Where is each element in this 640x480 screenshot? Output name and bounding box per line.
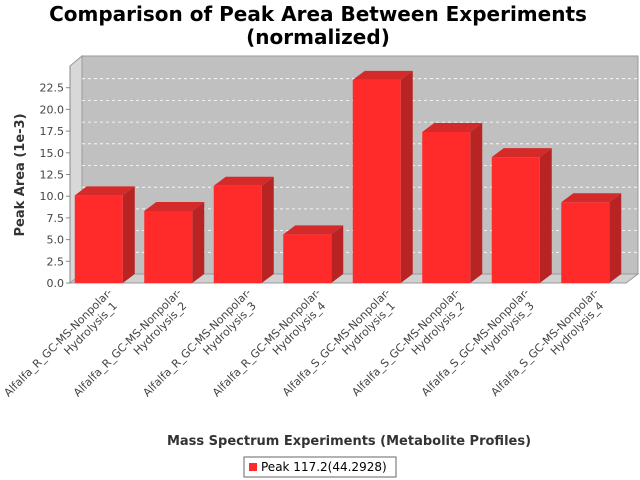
bar-side [331, 225, 344, 283]
y-tick-label: 7.5 [47, 212, 65, 225]
bar-side [122, 186, 135, 283]
y-tick-label: 12.5 [40, 169, 65, 182]
chart-title: Comparison of Peak Area Between Experime… [49, 2, 587, 49]
bar [561, 193, 622, 283]
x-axis: Alfalfa_R_GC-MS-Nonpolar-Hydrolysis_1Alf… [1, 286, 606, 409]
bar [283, 225, 344, 283]
bar [352, 70, 413, 283]
bar-top [422, 122, 483, 132]
chart-title-line-2: (normalized) [246, 25, 390, 49]
bar-side [539, 148, 552, 283]
y-tick-label: 0.0 [47, 277, 65, 290]
bar-side [609, 193, 622, 283]
legend-box [243, 456, 397, 478]
y-tick-label: 20.0 [40, 103, 65, 116]
y-tick-label: 22.5 [40, 82, 65, 95]
bar-top [561, 193, 622, 203]
bar-front [352, 79, 401, 283]
y-tick-label: 15.0 [40, 147, 65, 160]
bar-side [261, 176, 274, 283]
bar-front [74, 195, 123, 283]
bar-side [470, 122, 483, 283]
bar [74, 186, 135, 283]
bar-front [213, 185, 262, 283]
bar-side [400, 70, 413, 283]
bar [422, 122, 483, 283]
bar-top [283, 225, 344, 235]
bar-top [144, 201, 205, 211]
y-tick-label: 5.0 [47, 234, 65, 247]
y-tick-label: 2.5 [47, 255, 65, 268]
bars [74, 70, 622, 283]
bar-front [144, 210, 193, 283]
bar-top [352, 70, 413, 80]
x-tick-label: Alfalfa_R_GC-MS-Nonpolar-Hydrolysis_1 [1, 286, 124, 409]
x-tick-label-line: Alfalfa_R_GC-MS-Nonpolar- [1, 286, 114, 399]
legend: Peak 117.2(44.2928) [243, 456, 397, 478]
bar-front [491, 157, 540, 283]
y-axis-label: Peak Area (1e-3) [13, 113, 28, 236]
chart-title-line-1: Comparison of Peak Area Between Experime… [49, 2, 587, 26]
bar-front [561, 202, 610, 283]
y-axis: 0.0 2.5 5.0 7.5 10.0 12.5 15.0 17.5 20.0 22.5 [40, 66, 71, 290]
legend-label: Peak 117.2(44.2928) [261, 460, 387, 474]
bar-top [491, 148, 552, 158]
bar [491, 148, 552, 283]
y-tick-label: 17.5 [40, 125, 65, 138]
bar [213, 176, 274, 283]
y-tick-label: 10.0 [40, 190, 65, 203]
bar-top [213, 176, 274, 186]
bar-side [192, 201, 205, 283]
x-axis-label: Mass Spectrum Experiments (Metabolite Pr… [167, 434, 531, 449]
bar [144, 201, 205, 283]
legend-swatch [249, 463, 257, 471]
bar-top [74, 186, 135, 196]
bar-front [422, 131, 471, 283]
bar-front [283, 234, 332, 283]
